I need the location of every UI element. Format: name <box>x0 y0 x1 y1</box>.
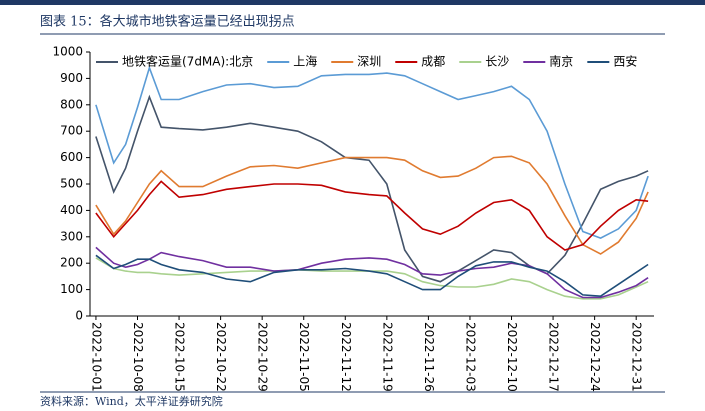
y-tick-label: 0 <box>75 309 83 323</box>
series-line <box>95 257 649 300</box>
x-tick-label: 2022-12-03 <box>463 322 477 392</box>
x-tick-label: 2022-10-01 <box>89 322 103 392</box>
x-tick-label: 2022-10-08 <box>131 322 145 392</box>
x-tick-label: 2022-12-24 <box>588 322 602 392</box>
x-tick-label: 2022-10-22 <box>214 322 228 392</box>
legend-label: 地铁客运量(7dMA):北京 <box>122 54 253 69</box>
chart-title: 图表 15：各大城市地铁客运量已经出现拐点 <box>40 14 295 30</box>
y-tick-label: 700 <box>60 124 83 138</box>
legend-label: 上海 <box>293 54 317 69</box>
header-bar <box>0 0 705 5</box>
series-line <box>95 254 649 298</box>
x-tick-label: 2022-10-29 <box>256 322 270 392</box>
x-tick-label: 2022-12-10 <box>505 322 519 392</box>
x-tick-label: 2022-11-12 <box>339 322 353 392</box>
y-tick-label: 200 <box>60 256 83 270</box>
series-line <box>95 180 649 251</box>
series-line <box>95 65 649 239</box>
x-tick-label: 2022-12-17 <box>547 322 561 392</box>
y-tick-label: 1000 <box>52 45 83 59</box>
series-line <box>95 94 649 283</box>
source-note: 资料来源：Wind，太平洋证券研究院 <box>40 394 223 408</box>
y-tick-label: 100 <box>60 282 83 296</box>
y-tick-label: 800 <box>60 97 83 111</box>
legend-label: 南京 <box>549 54 573 69</box>
x-tick-label: 2022-11-05 <box>297 322 311 392</box>
x-tick-label: 2022-11-19 <box>380 322 394 392</box>
legend-label: 长沙 <box>485 55 509 69</box>
legend-label: 西安 <box>613 54 637 69</box>
legend-label: 深圳 <box>357 55 381 69</box>
x-tick-label: 2022-12-31 <box>630 322 644 392</box>
series-line <box>95 246 649 299</box>
y-tick-label: 300 <box>60 229 83 243</box>
x-tick-label: 2022-11-26 <box>422 322 436 392</box>
y-tick-label: 900 <box>60 71 83 85</box>
y-tick-label: 500 <box>60 177 83 191</box>
x-tick-label: 2022-10-15 <box>173 322 187 392</box>
y-tick-label: 600 <box>60 150 83 164</box>
legend-label: 成都 <box>421 55 445 69</box>
series-line <box>95 155 649 255</box>
y-tick-label: 400 <box>60 203 83 217</box>
